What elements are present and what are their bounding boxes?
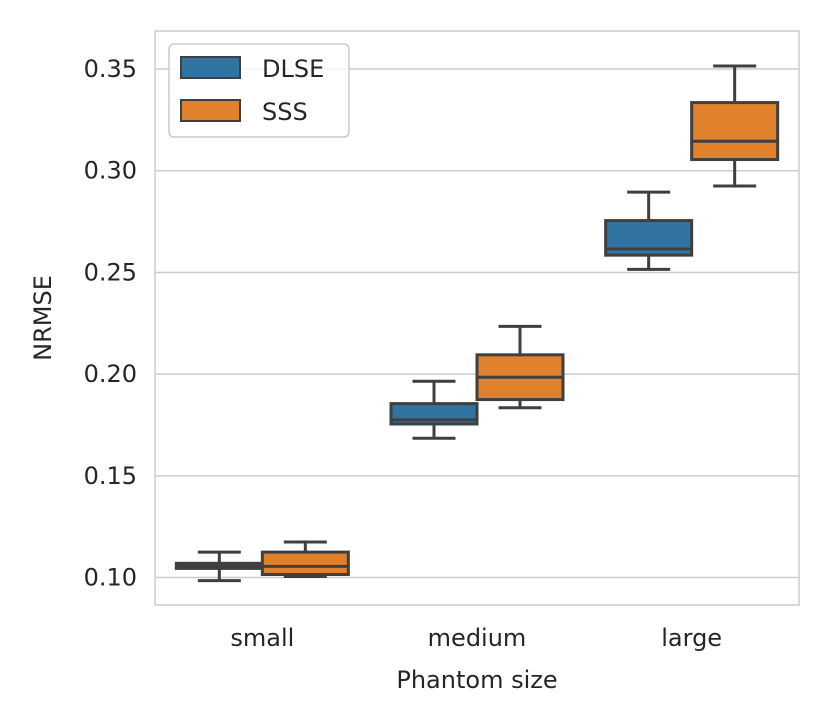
x-tick-label-large: large	[661, 624, 722, 652]
y-tick-label: 0.35	[84, 55, 137, 83]
legend-label-dlse: DLSE	[262, 55, 324, 83]
y-tick-label: 0.15	[84, 462, 137, 490]
x-tick-labels: small medium large	[230, 624, 722, 652]
x-axis-label: Phantom size	[396, 666, 557, 694]
box-sss-large	[690, 64, 780, 188]
box-sss-medium	[475, 324, 565, 410]
box-dlse-large	[604, 190, 694, 271]
box-iqr	[260, 550, 350, 576]
y-tick-label: 0.25	[84, 258, 137, 286]
legend-swatch-dlse	[180, 56, 241, 79]
legend-swatch-sss	[180, 99, 241, 122]
legend-label-sss: SSS	[262, 98, 308, 126]
x-tick-label-small: small	[230, 624, 294, 652]
x-tick-label-medium: medium	[428, 624, 527, 652]
y-tick-label: 0.30	[84, 157, 137, 185]
y-axis-label: NRMSE	[29, 275, 57, 361]
legend: DLSE SSS	[168, 43, 350, 138]
y-tick-label: 0.10	[84, 564, 137, 592]
box-dlse-medium	[389, 379, 479, 440]
box-iqr	[690, 101, 780, 162]
box-layer	[174, 64, 780, 583]
plot-frame	[154, 30, 800, 606]
y-tick-label: 0.20	[84, 360, 137, 388]
y-tick-labels: 0.10 0.15 0.20 0.25 0.30 0.35	[84, 55, 137, 592]
box-sss-small	[260, 540, 350, 579]
